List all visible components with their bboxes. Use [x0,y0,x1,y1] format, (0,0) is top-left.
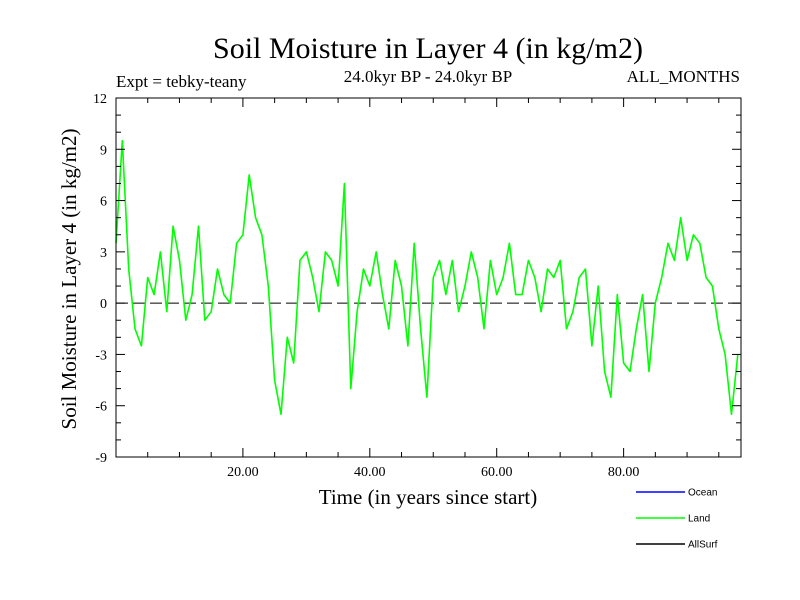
y-axis-label: Soil Moisture in Layer 4 (in kg/m2) [57,129,81,430]
y-tick-label: 6 [100,195,107,210]
x-tick-label: 60.00 [481,465,513,480]
plot-frame [115,97,742,458]
series-line-land [115,139,739,416]
y-tick-label: 9 [100,143,107,158]
y-tick-label: 0 [100,297,107,312]
y-tick-label: -9 [95,451,107,466]
y-tick-label: -3 [95,348,107,363]
period-label: 24.0kyr BP - 24.0kyr BP [344,67,512,86]
x-axis-label: Time (in years since start) [319,485,538,509]
x-tick-label: 80.00 [608,465,640,480]
plot-area [115,97,742,458]
legend-label-ocean: Ocean [688,488,717,499]
x-tick-label: 20.00 [227,465,259,480]
x-tick-label: 40.00 [354,465,386,480]
x-axis-ticks: 20.00 40.00 60.00 80.00 [147,98,720,480]
months-label: ALL_MONTHS [627,67,740,86]
y-axis-ticks: -9 -6 -3 0 3 6 9 12 [93,92,741,466]
legend-label-allsurf: AllSurf [688,540,718,551]
legend: Ocean Land AllSurf [636,488,718,551]
y-tick-label: 3 [100,246,107,261]
y-tick-label: 12 [93,92,107,107]
legend-label-land: Land [688,514,710,525]
y-tick-label: -6 [95,400,107,415]
experiment-label: Expt = tebky-teany [116,72,247,91]
chart-title: Soil Moisture in Layer 4 (in kg/m2) [213,32,643,65]
